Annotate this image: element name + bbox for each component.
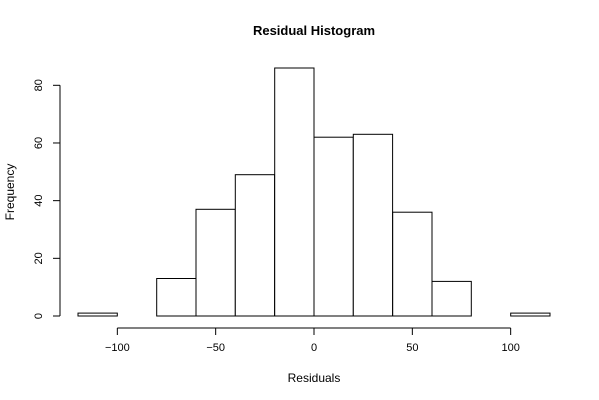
histogram-bar [313, 136, 354, 317]
x-tick-label: −50 [206, 342, 225, 354]
x-tick-label: 50 [406, 342, 418, 354]
histogram-bar [431, 280, 472, 317]
histogram-bar [274, 67, 315, 317]
y-tick-label: 40 [33, 195, 45, 207]
histogram-bar [510, 312, 551, 317]
y-axis: 0 20 40 60 80 [33, 79, 61, 319]
histogram-bar [77, 312, 118, 317]
y-tick-label: 60 [33, 137, 45, 149]
histogram-bar [392, 211, 433, 317]
x-tick-label: 0 [311, 342, 317, 354]
x-axis-label: Residuals [288, 371, 341, 385]
histogram-bar [352, 133, 394, 317]
y-tick-label: 80 [33, 79, 45, 91]
bars-group [77, 67, 551, 317]
x-tick-label: −100 [105, 342, 130, 354]
histogram-bar [195, 208, 236, 317]
y-tick-label: 20 [33, 252, 45, 264]
y-axis-label: Frequency [3, 164, 17, 221]
x-axis: −100 −50 0 50 100 [105, 327, 520, 354]
x-tick-label: 100 [501, 342, 519, 354]
y-tick-label: 0 [33, 313, 45, 319]
histogram-bar [156, 278, 197, 317]
chart-title: Residual Histogram [253, 23, 375, 38]
histogram-bar [234, 174, 276, 317]
